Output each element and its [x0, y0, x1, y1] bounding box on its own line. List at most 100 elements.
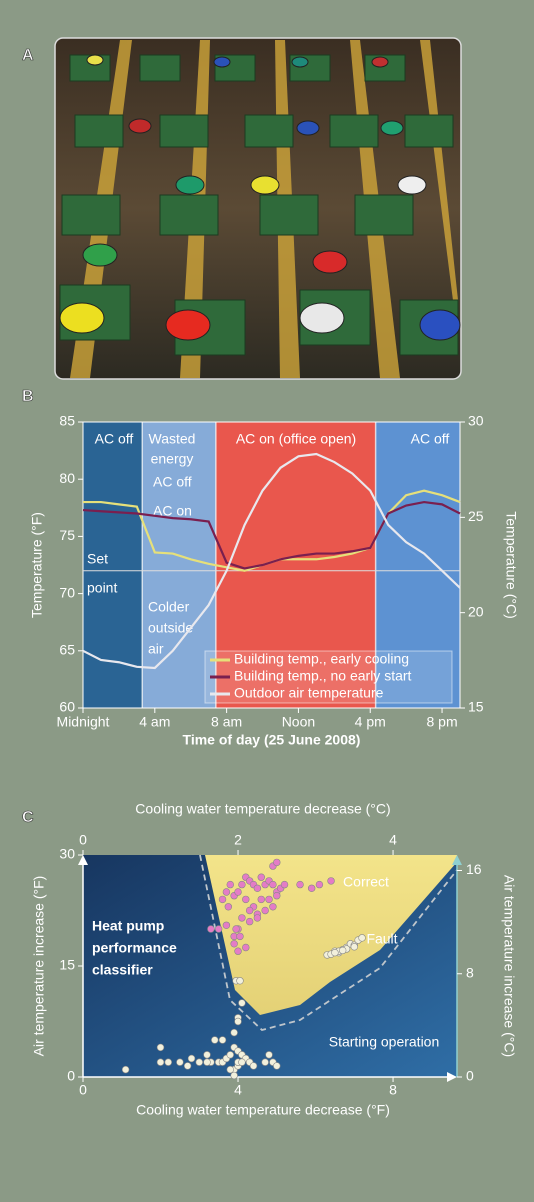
scatter-point — [261, 906, 269, 915]
y2-tick-label: 8 — [466, 964, 474, 980]
y-tick-label: 15 — [59, 957, 75, 973]
scatter-point — [226, 1065, 234, 1074]
panel-label: C — [22, 809, 34, 826]
panel-label: A — [22, 47, 34, 64]
decision-boundary — [199, 854, 458, 1031]
y2-tick-label: 0 — [466, 1068, 474, 1084]
scatter-point — [187, 1054, 196, 1063]
scatter-point — [234, 888, 242, 896]
x-tick-label: 4 am — [139, 714, 170, 730]
scatter-point — [218, 1036, 227, 1044]
scatter-point — [315, 880, 324, 889]
y-axis-label: Temperature (°F) — [29, 512, 45, 618]
y-tick-label: 70 — [59, 584, 75, 600]
x-tick-label: Noon — [282, 714, 315, 730]
scatter-point — [207, 925, 215, 933]
scatter-point — [230, 1071, 238, 1080]
scatter-point — [176, 1058, 184, 1066]
y2-axis-label: Air temperature increase (°C) — [501, 875, 517, 1057]
scatter-point — [269, 880, 277, 889]
scatter-point — [238, 880, 246, 889]
x-axis-label: Time of day (25 June 2008) — [183, 732, 361, 748]
series-label: Fault — [366, 931, 397, 947]
scatter-point — [269, 903, 277, 911]
scatter-point — [156, 1058, 165, 1066]
scatter-point — [222, 921, 231, 929]
scatter-point — [257, 873, 265, 881]
scatter-point — [195, 1058, 203, 1066]
scatter-point — [307, 884, 316, 892]
annotation: Wasted — [149, 431, 196, 447]
x2-tick-label: 0 — [79, 832, 87, 848]
scatter-point — [238, 1058, 246, 1066]
x-tick-label: Midnight — [57, 714, 110, 730]
y-tick-label: 65 — [59, 642, 75, 658]
scatter-point — [234, 947, 242, 955]
scatter-point — [327, 877, 335, 885]
x-axis-label: Cooling water temperature decrease (°F) — [136, 1102, 390, 1118]
x-tick-label: 8 am — [211, 714, 242, 730]
photo — [54, 37, 462, 380]
legend-label: Building temp., early cooling — [234, 651, 409, 667]
scatter-point — [183, 1062, 192, 1070]
scatter-point — [273, 1062, 281, 1070]
scatter-point — [164, 1058, 172, 1066]
scatter-point — [245, 917, 254, 926]
scatter-point — [338, 946, 347, 955]
scatter-point — [273, 858, 281, 867]
scatter-point — [261, 1058, 269, 1066]
axis-arrow — [452, 855, 462, 865]
series-label: Correct — [343, 874, 389, 890]
scatter-point — [280, 880, 289, 889]
scatter-point — [253, 914, 262, 922]
scatter-point — [156, 1043, 165, 1052]
scatter-point — [214, 925, 223, 933]
x-tick-label: 8 — [389, 1082, 397, 1098]
scatter-point — [236, 932, 244, 941]
scatter-point — [222, 888, 231, 896]
annotation: energy — [151, 451, 194, 467]
correct-region — [205, 855, 457, 1015]
scatter-point — [236, 977, 244, 985]
scatter-point — [358, 934, 366, 942]
x2-tick-label: 4 — [389, 832, 397, 848]
scatter-point — [257, 895, 265, 904]
scatter-point — [230, 940, 238, 948]
y-tick-label: 0 — [67, 1068, 75, 1084]
y2-tick-label: 30 — [468, 413, 484, 429]
scatter-point — [249, 1062, 258, 1070]
scatter-point — [226, 880, 234, 889]
scatter-point — [242, 895, 250, 904]
axis-arrow — [78, 855, 88, 865]
annotation: Set — [87, 550, 108, 566]
axis-arrow — [447, 1072, 457, 1082]
x-tick-label: 8 pm — [426, 714, 457, 730]
y2-axis-label: Temperature (°C) — [503, 511, 519, 619]
annotation: Colder — [148, 599, 190, 615]
scatter-point — [234, 1017, 242, 1026]
scatter-point — [203, 1051, 211, 1059]
scatter-point — [245, 906, 254, 915]
scatter-point — [226, 1051, 234, 1059]
y-tick-label: 85 — [59, 413, 75, 429]
scatter-point — [238, 914, 246, 922]
scatter-point — [224, 903, 233, 911]
legend-label: Outdoor air temperature — [234, 685, 384, 701]
scatter-point — [253, 884, 262, 892]
y-tick-label: 75 — [59, 527, 75, 543]
annotation: outside — [148, 620, 193, 636]
legend-box — [204, 650, 453, 704]
annotation: air — [148, 641, 164, 657]
y-axis-label: Air temperature increase (°F) — [31, 876, 47, 1057]
y2-tick-label: 20 — [468, 603, 484, 619]
x2-axis-label: Cooling water temperature decrease (°C) — [135, 801, 390, 817]
scatter-point — [265, 1051, 273, 1059]
region — [142, 422, 216, 708]
panel-label: B — [22, 388, 34, 405]
series-line — [82, 500, 461, 570]
scatter-point — [203, 1058, 211, 1066]
annotation: AC off — [411, 431, 450, 447]
annotation: AC off — [95, 431, 134, 447]
annotation: Heat pump — [92, 918, 164, 934]
